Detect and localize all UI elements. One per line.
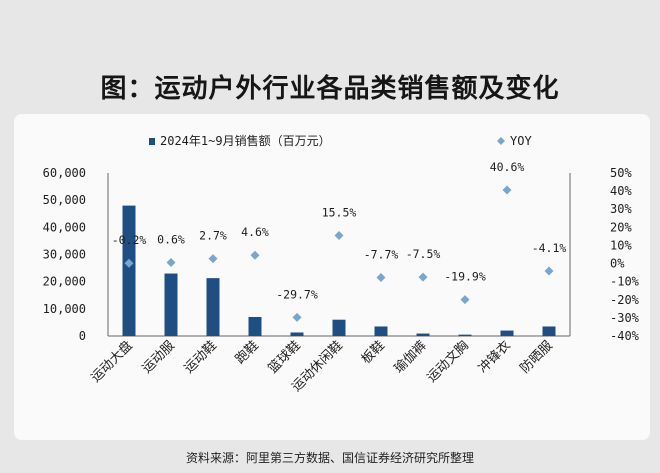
x-tick-label: 瑜伽裤: [392, 338, 430, 376]
yoy-point: [208, 254, 218, 264]
yoy-point: [250, 250, 260, 260]
yoy-data-label: -29.7%: [276, 287, 318, 301]
yoy-data-label: 4.6%: [241, 225, 269, 239]
yoy-data-label: 2.7%: [199, 229, 227, 243]
y-left-tick-label: 20,000: [43, 275, 86, 289]
bar: [500, 330, 514, 336]
y-right-tick-label: 0%: [610, 257, 625, 271]
yoy-point: [292, 312, 302, 322]
y-left-tick-label: 60,000: [43, 166, 86, 180]
x-tick-label: 篮球鞋: [265, 338, 304, 377]
legend-yoy-swatch: [497, 137, 505, 145]
bar: [416, 333, 430, 336]
bar: [458, 334, 472, 336]
chart: 0 10,000 20,000 30,000 40,000 50,000 60,000 -40…: [43, 133, 640, 395]
y-left-tick-label: 50,000: [43, 193, 86, 207]
y-right-tick-label: -30%: [610, 311, 640, 325]
y-right-tick-label: 10%: [610, 238, 632, 252]
y-right-tick-label: -20%: [610, 293, 640, 307]
y-left-tick-label: 0: [79, 329, 86, 343]
y-left-tick-label: 10,000: [43, 302, 86, 316]
yoy-point: [124, 258, 134, 268]
page-title: 图：运动户外行业各品类销售额及变化: [100, 74, 560, 104]
x-tick-label: 冲锋衣: [475, 338, 514, 377]
x-tick-label: 运动服: [140, 338, 178, 376]
x-tick-label: 运动文胸: [424, 338, 471, 385]
bar: [374, 326, 388, 336]
y-right-tick-label: 20%: [610, 220, 632, 234]
chart-panel: 0 10,000 20,000 30,000 40,000 50,000 60,000 -40…: [14, 114, 650, 440]
yoy-data-label: 0.6%: [157, 232, 185, 246]
y-right-tick-label: 30%: [610, 202, 632, 216]
legend-bar-label: 2024年1~9月销售额（百万元）: [160, 133, 331, 148]
y-left-tick-label: 30,000: [43, 248, 86, 262]
bar: [332, 319, 346, 336]
x-tick-label: 运动鞋: [181, 338, 220, 377]
yoy-data-label: -7.5%: [406, 247, 441, 261]
bar: [248, 316, 262, 336]
yoy-data-label: 40.6%: [490, 160, 525, 174]
yoy-data-label: -7.7%: [364, 248, 399, 262]
x-tick-label: 运动大盘: [88, 338, 136, 386]
yoy-data-label: 15.5%: [322, 205, 357, 219]
yoy-point: [376, 273, 386, 283]
y-right-tick-label: 40%: [610, 184, 632, 198]
x-tick-label: 板鞋: [358, 338, 388, 368]
y-left-tick-label: 40,000: [43, 220, 86, 234]
bar: [122, 205, 136, 336]
x-tick-label: 防晒服: [517, 338, 556, 377]
bar: [206, 278, 220, 336]
y-right-tick-label: 50%: [610, 166, 632, 180]
bar: [164, 273, 178, 336]
yoy-point: [166, 257, 176, 267]
yoy-point: [544, 266, 554, 276]
bar: [290, 332, 304, 336]
legend-yoy-label: YOY: [510, 134, 532, 148]
source-note: 资料来源：阿里第三方数据、国信证券经济研究所整理: [185, 451, 474, 465]
yoy-point: [460, 295, 470, 305]
bar: [542, 326, 556, 336]
yoy-point: [334, 230, 344, 240]
y-right-tick-label: -40%: [610, 329, 640, 343]
y-right-tick-label: -10%: [610, 275, 640, 289]
x-tick-label: 跑鞋: [232, 338, 262, 368]
yoy-point: [418, 272, 428, 282]
legend-bar-swatch: [149, 138, 155, 145]
yoy-data-label: -4.1%: [532, 241, 567, 255]
yoy-data-label: -0.2%: [112, 233, 147, 247]
yoy-data-label: -19.9%: [444, 270, 486, 284]
yoy-point: [502, 185, 512, 195]
